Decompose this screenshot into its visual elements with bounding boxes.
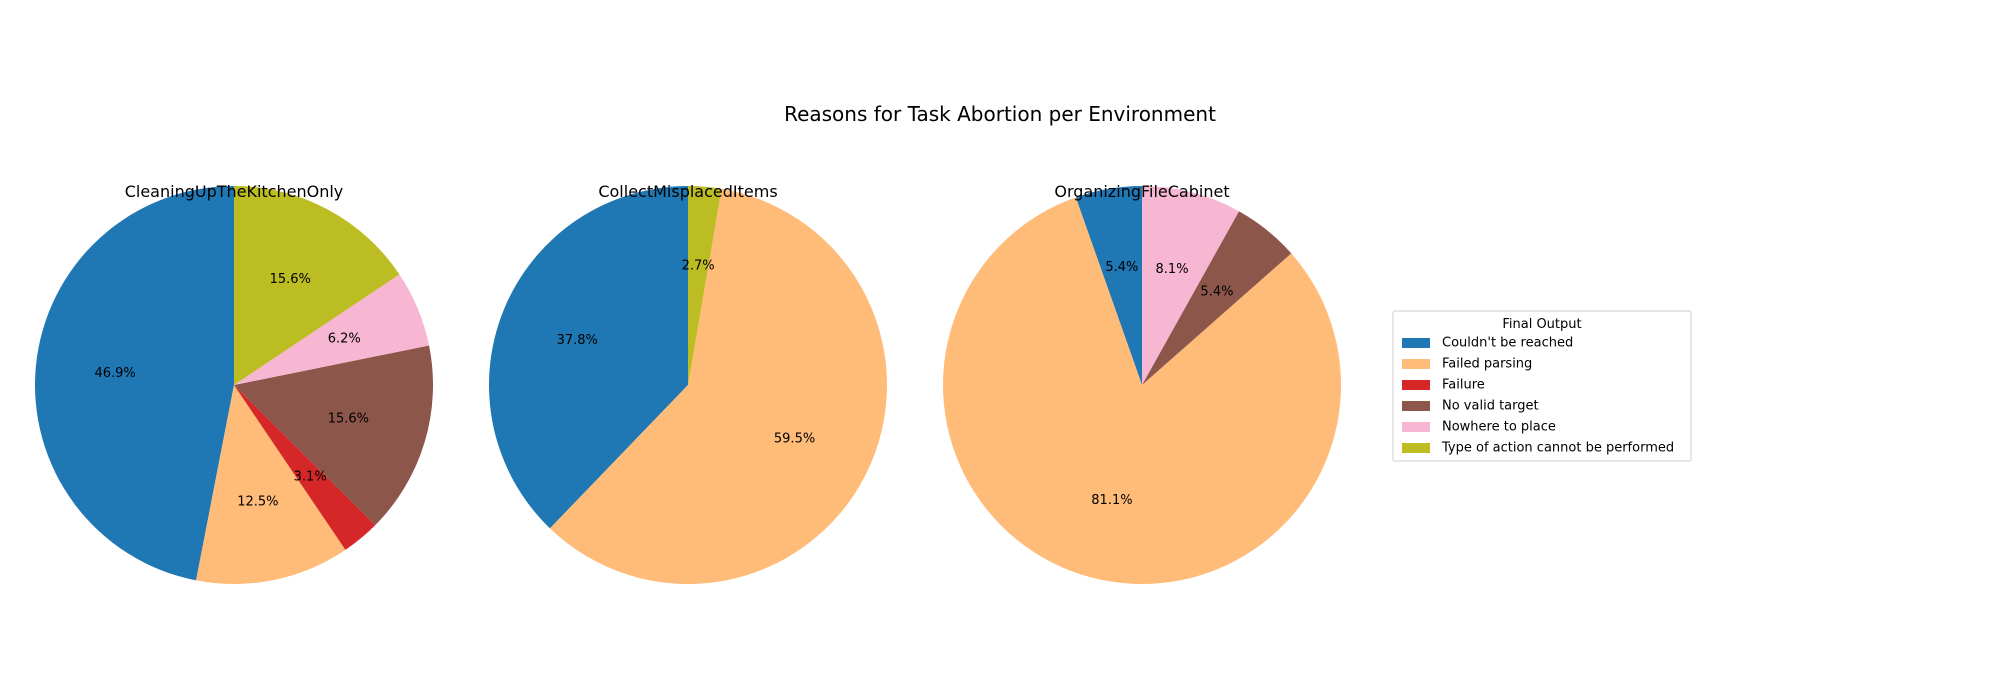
legend-swatch (1402, 401, 1430, 411)
pie-pct-label: 59.5% (774, 431, 815, 446)
pie-title: CollectMisplacedItems (598, 182, 777, 201)
legend: Final Output Couldn't be reached Failed p… (1392, 310, 1692, 462)
pie-title: CleaningUpTheKitchenOnly (125, 182, 344, 201)
pie-pct-label: 5.4% (1105, 260, 1138, 275)
pie-slice-failure (234, 385, 376, 550)
legend-label: Nowhere to place (1442, 420, 1556, 435)
pie-pct-label: 5.4% (1200, 285, 1233, 300)
legend-swatch (1402, 380, 1430, 390)
legend-label: Type of action cannot be performed (1441, 441, 1674, 456)
pie-title: OrganizingFileCabinet (1054, 182, 1229, 201)
pie-pct-label: 81.1% (1091, 493, 1132, 508)
pie-slice-type-of-action-cannot-be-performed (688, 186, 722, 385)
pies-layer: 46.9% 12.5% 3.1% 15.6% 6.2% 15.6% CleaningUpTh… (34, 182, 1341, 585)
legend-swatch (1402, 443, 1430, 453)
pie-pct-label: 6.2% (328, 332, 361, 347)
pie-slice-couldn-t-be-reached (488, 186, 688, 529)
legend-label: Failure (1442, 378, 1485, 393)
pie-slice-failed-parsing (942, 197, 1341, 584)
pie-pct-label: 12.5% (237, 494, 278, 509)
legend-label: No valid target (1442, 399, 1539, 414)
pie-slice-no-valid-target (1142, 211, 1292, 385)
chart-title: Reasons for Task Abortion per Environmen… (784, 102, 1216, 126)
pie-pct-label: 15.6% (328, 412, 369, 427)
legend-title: Final Output (1502, 317, 1581, 332)
legend-frame (1392, 310, 1692, 462)
pie-slice-type-of-action-cannot-be-performed (234, 186, 400, 385)
pie-pct-label: 46.9% (94, 366, 135, 381)
legend-swatch (1402, 359, 1430, 369)
pie-slice-nowhere-to-place (1142, 186, 1239, 385)
pie-pct-label: 37.8% (557, 333, 598, 348)
pie-pct-label: 2.7% (682, 259, 715, 274)
legend-swatch (1402, 422, 1430, 432)
pie-cleaningupthekitchenonly: 46.9% 12.5% 3.1% 15.6% 6.2% 15.6% CleaningUpTh… (34, 182, 434, 584)
legend-swatch (1402, 338, 1430, 348)
pie-pct-label: 15.6% (270, 272, 311, 287)
legend-label: Failed parsing (1442, 357, 1532, 372)
legend-label: Couldn't be reached (1442, 336, 1573, 351)
pie-slice-couldn-t-be-reached (34, 186, 235, 581)
pie-slice-failed-parsing (549, 188, 888, 585)
pie-pct-label: 8.1% (1156, 262, 1189, 277)
pie-slice-couldn-t-be-reached (1075, 186, 1142, 385)
pie-slice-no-valid-target (234, 345, 434, 526)
pie-organizingfilecabinet: 5.4% 81.1% 5.4% 8.1% OrganizingFileCabinet (942, 182, 1341, 584)
pie-slice-nowhere-to-place (234, 274, 430, 385)
pie-slice-failed-parsing (196, 385, 346, 584)
pie-collectmisplaceditems: 37.8% 59.5% 2.7% CollectMisplacedItems (488, 182, 888, 585)
pie-pct-label: 3.1% (294, 469, 327, 484)
